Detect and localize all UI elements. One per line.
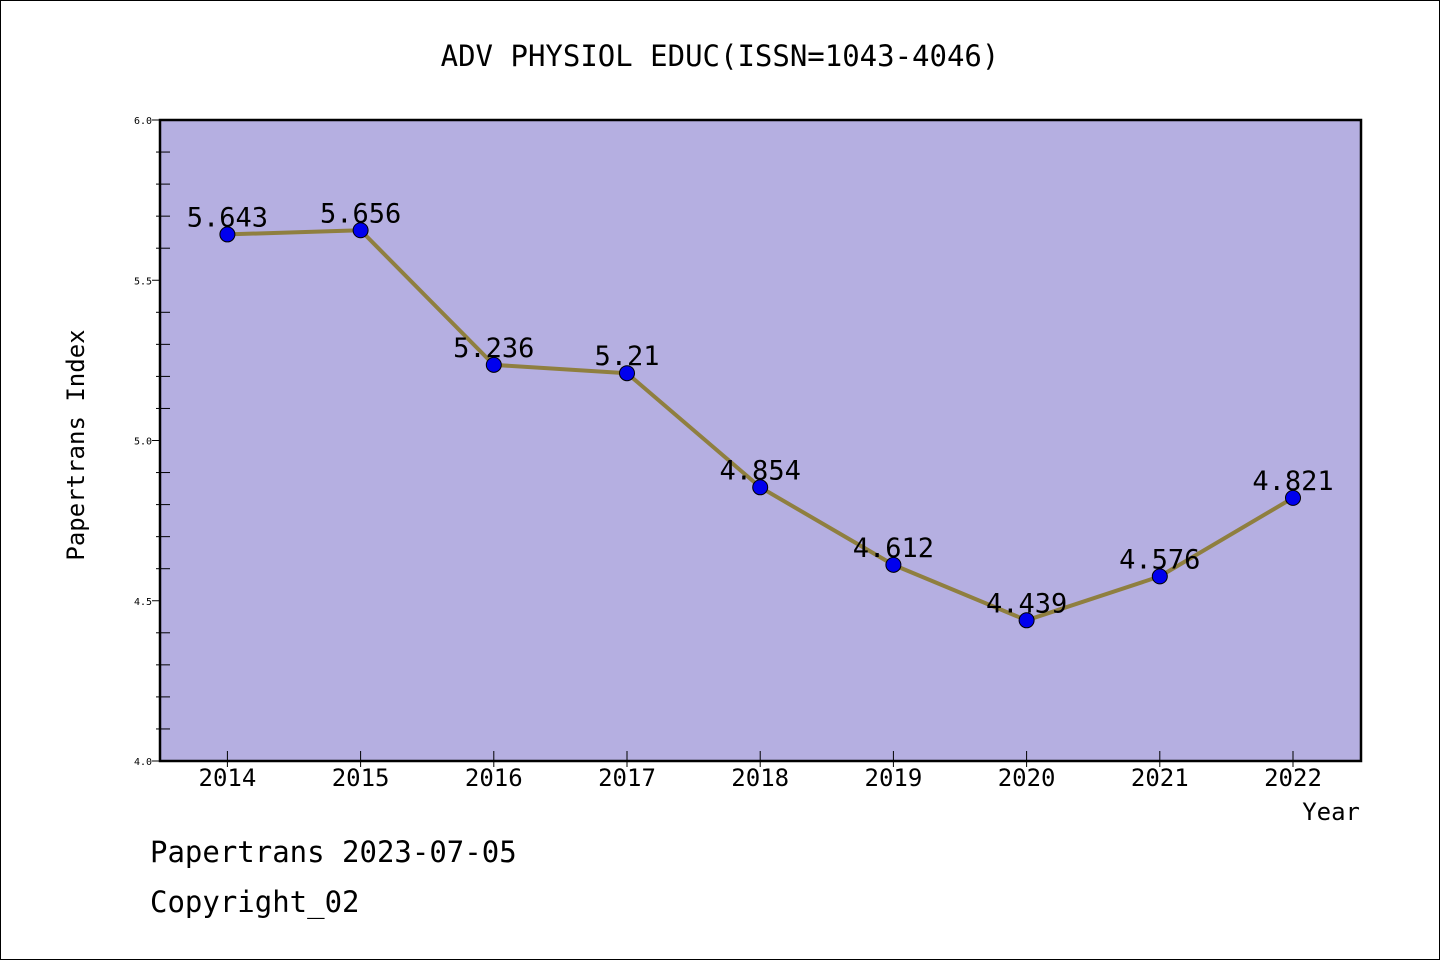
- y-axis: 4.0 4.5 5.0 5.5 6.0: [134, 116, 170, 768]
- y-tick-label: 5.0: [134, 437, 152, 448]
- x-axis-title: Year: [1302, 798, 1360, 826]
- y-tick-label: 4.5: [134, 597, 152, 608]
- data-label: 4.821: [1252, 466, 1333, 497]
- data-point: [219, 226, 236, 243]
- x-tick-label: 2019: [865, 764, 923, 792]
- x-tick-label: 2015: [332, 764, 390, 792]
- y-tick-label: 4.0: [134, 757, 152, 768]
- data-label: 4.854: [720, 455, 801, 486]
- data-label: 5.236: [453, 333, 534, 364]
- x-tick-label: 2020: [998, 764, 1056, 792]
- data-point: [619, 365, 635, 382]
- series-line: [219, 222, 1301, 629]
- data-point: [752, 479, 769, 496]
- data-label: 5.643: [187, 202, 268, 233]
- x-tick-label: 2017: [598, 764, 656, 792]
- data-point: [1018, 612, 1035, 629]
- data-point: [885, 556, 902, 573]
- x-tick-label: 2022: [1264, 764, 1322, 792]
- data-label: 4.576: [1119, 544, 1200, 575]
- x-tick-label: 2021: [1131, 764, 1189, 792]
- x-axis: 2014 2015 2016 2017 2018 2019 2020 2021 2022: [199, 751, 1322, 792]
- x-tick-label: 2016: [465, 764, 523, 792]
- x-tick-label: 2014: [199, 764, 257, 792]
- data-label: 4.439: [986, 588, 1067, 619]
- x-tick-label: 2018: [731, 764, 789, 792]
- data-point: [1285, 489, 1301, 506]
- data-point: [485, 356, 502, 373]
- data-point: [352, 222, 369, 239]
- data-labels: 5.643 5.656 5.236 5.21 4.854 4.612 4.439 4.576 4…: [187, 198, 1334, 619]
- footer-date: Papertrans 2023-07-05: [150, 835, 517, 869]
- data-label: 4.612: [853, 533, 934, 564]
- data-label: 5.21: [594, 341, 659, 372]
- data-label: 5.656: [320, 198, 401, 229]
- y-tick-label: 5.5: [134, 276, 152, 287]
- data-point: [1151, 568, 1168, 585]
- chart-title: ADV PHYSIOL EDUC(ISSN=1043-4046): [441, 39, 1000, 73]
- footer-copyright: Copyright_02: [150, 885, 360, 919]
- y-tick-label: 6.0: [134, 116, 152, 127]
- y-axis-title: Papertrans Index: [62, 329, 90, 560]
